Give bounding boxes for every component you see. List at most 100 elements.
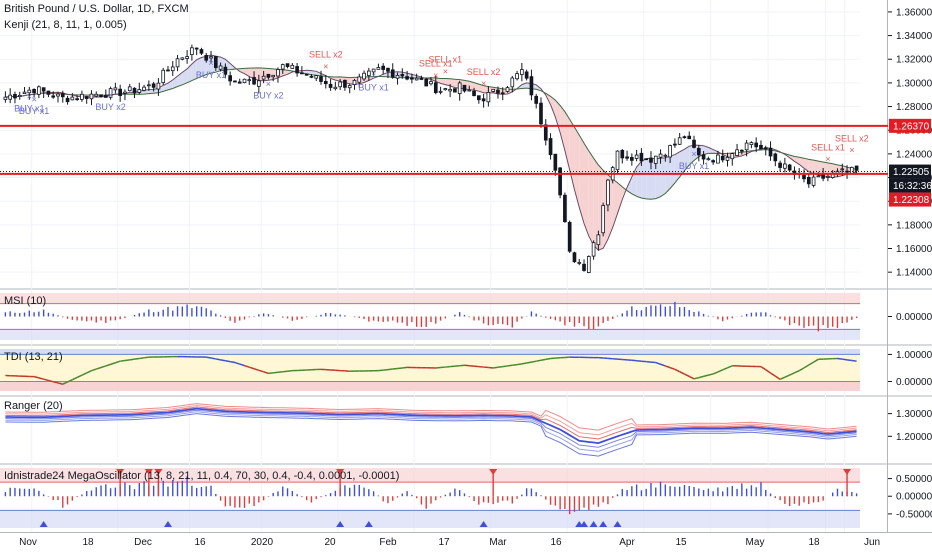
candle-body[interactable] — [788, 165, 791, 170]
candle-body[interactable] — [37, 87, 40, 95]
candle-body[interactable] — [506, 88, 509, 92]
candle-body[interactable] — [712, 161, 715, 162]
candle-body[interactable] — [80, 94, 83, 99]
candle-body[interactable] — [497, 90, 500, 93]
candle-body[interactable] — [42, 88, 45, 91]
candle-body[interactable] — [387, 68, 390, 71]
candle-body[interactable] — [750, 143, 753, 145]
sell-signal-label[interactable]: SELL x2 — [835, 133, 869, 143]
candle-body[interactable] — [530, 77, 533, 95]
candle-body[interactable] — [128, 87, 131, 91]
candle-body[interactable] — [66, 98, 69, 101]
candle-body[interactable] — [61, 94, 64, 97]
candle-body[interactable] — [253, 77, 256, 83]
candle-body[interactable] — [673, 144, 676, 145]
candle-body[interactable] — [119, 89, 122, 95]
candle-body[interactable] — [229, 76, 232, 81]
candle-body[interactable] — [281, 65, 284, 69]
candle-body[interactable] — [47, 91, 50, 94]
buy-signal-label[interactable]: BUY x1 — [679, 161, 709, 171]
candle-body[interactable] — [176, 59, 179, 67]
candle-body[interactable] — [583, 264, 586, 270]
tdi-indicator-title[interactable]: TDI (13, 21) — [4, 351, 63, 363]
candle-body[interactable] — [147, 85, 150, 86]
candle-body[interactable] — [650, 158, 653, 162]
buy-signal-label[interactable]: BUY x1 — [196, 70, 226, 80]
candle-body[interactable] — [602, 206, 605, 233]
candle-body[interactable] — [587, 257, 590, 273]
candle-body[interactable] — [334, 87, 337, 88]
candle-body[interactable] — [449, 89, 452, 91]
candle-body[interactable] — [133, 88, 136, 93]
candle-body[interactable] — [114, 88, 117, 90]
kenji-indicator-title[interactable]: Kenji (21, 8, 11, 1, 0.005) — [4, 19, 127, 31]
candle-body[interactable] — [157, 83, 160, 89]
candle-body[interactable] — [286, 64, 289, 67]
candle-body[interactable] — [272, 75, 275, 76]
candle-body[interactable] — [544, 125, 547, 140]
buy-signal-label[interactable]: BUY x1 — [358, 82, 388, 92]
candle-body[interactable] — [745, 143, 748, 150]
candle-body[interactable] — [71, 97, 74, 100]
sell-signal-label[interactable]: SELL x2 — [309, 50, 343, 60]
sell-signal-label[interactable]: SELL x1 — [428, 55, 462, 65]
candle-body[interactable] — [167, 70, 170, 71]
candle-body[interactable] — [597, 235, 600, 245]
candle-body[interactable] — [353, 80, 356, 84]
candle-body[interactable] — [664, 155, 667, 156]
candle-body[interactable] — [310, 76, 313, 77]
megaoscillator-indicator-title[interactable]: Idnistrade24 MegaOscillator (13, 8, 21, … — [4, 470, 399, 482]
candle-body[interactable] — [740, 150, 743, 151]
candle-body[interactable] — [736, 150, 739, 156]
candle-body[interactable] — [540, 103, 543, 124]
candle-body[interactable] — [348, 86, 351, 88]
candle-body[interactable] — [535, 96, 538, 103]
sell-signal-label[interactable]: SELL x1 — [811, 142, 845, 152]
candle-body[interactable] — [33, 89, 36, 92]
candle-body[interactable] — [138, 90, 141, 93]
candle-body[interactable] — [453, 89, 456, 92]
candle-body[interactable] — [826, 176, 829, 177]
candle-body[interactable] — [238, 82, 241, 83]
candle-body[interactable] — [382, 66, 385, 69]
price-axis[interactable]: 1.140001.160001.180001.200001.220001.240… — [888, 7, 932, 520]
candle-body[interactable] — [520, 70, 523, 75]
candle-body[interactable] — [339, 82, 342, 87]
candle-body[interactable] — [850, 167, 853, 173]
candle-body[interactable] — [822, 175, 825, 179]
candle-body[interactable] — [473, 91, 476, 95]
candle-body[interactable] — [85, 97, 88, 99]
candle-body[interactable] — [654, 156, 657, 163]
candle-body[interactable] — [697, 148, 700, 155]
candle-body[interactable] — [841, 169, 844, 170]
candle-body[interactable] — [243, 79, 246, 82]
candle-body[interactable] — [200, 50, 203, 54]
buy-signal-label[interactable]: BUY x2 — [95, 102, 125, 112]
candle-body[interactable] — [458, 83, 461, 94]
candle-body[interactable] — [516, 74, 519, 79]
candle-body[interactable] — [305, 74, 308, 75]
candle-body[interactable] — [688, 136, 691, 139]
candle-body[interactable] — [563, 195, 566, 222]
candle-body[interactable] — [205, 55, 208, 60]
candle-body[interactable] — [315, 76, 318, 78]
candle-body[interactable] — [803, 175, 806, 178]
candle-body[interactable] — [415, 78, 418, 80]
candle-body[interactable] — [329, 84, 332, 87]
candle-body[interactable] — [248, 80, 251, 81]
candle-body[interactable] — [186, 57, 189, 59]
candle-body[interactable] — [468, 90, 471, 91]
candle-body[interactable] — [171, 67, 174, 71]
candle-body[interactable] — [492, 89, 495, 91]
candle-body[interactable] — [324, 81, 327, 83]
candle-body[interactable] — [377, 68, 380, 70]
candle-body[interactable] — [621, 150, 624, 158]
candle-body[interactable] — [683, 137, 686, 138]
candle-body[interactable] — [807, 177, 810, 183]
candle-body[interactable] — [726, 157, 729, 160]
candle-body[interactable] — [607, 180, 610, 205]
candle-body[interactable] — [90, 94, 93, 99]
candle-body[interactable] — [482, 99, 485, 101]
